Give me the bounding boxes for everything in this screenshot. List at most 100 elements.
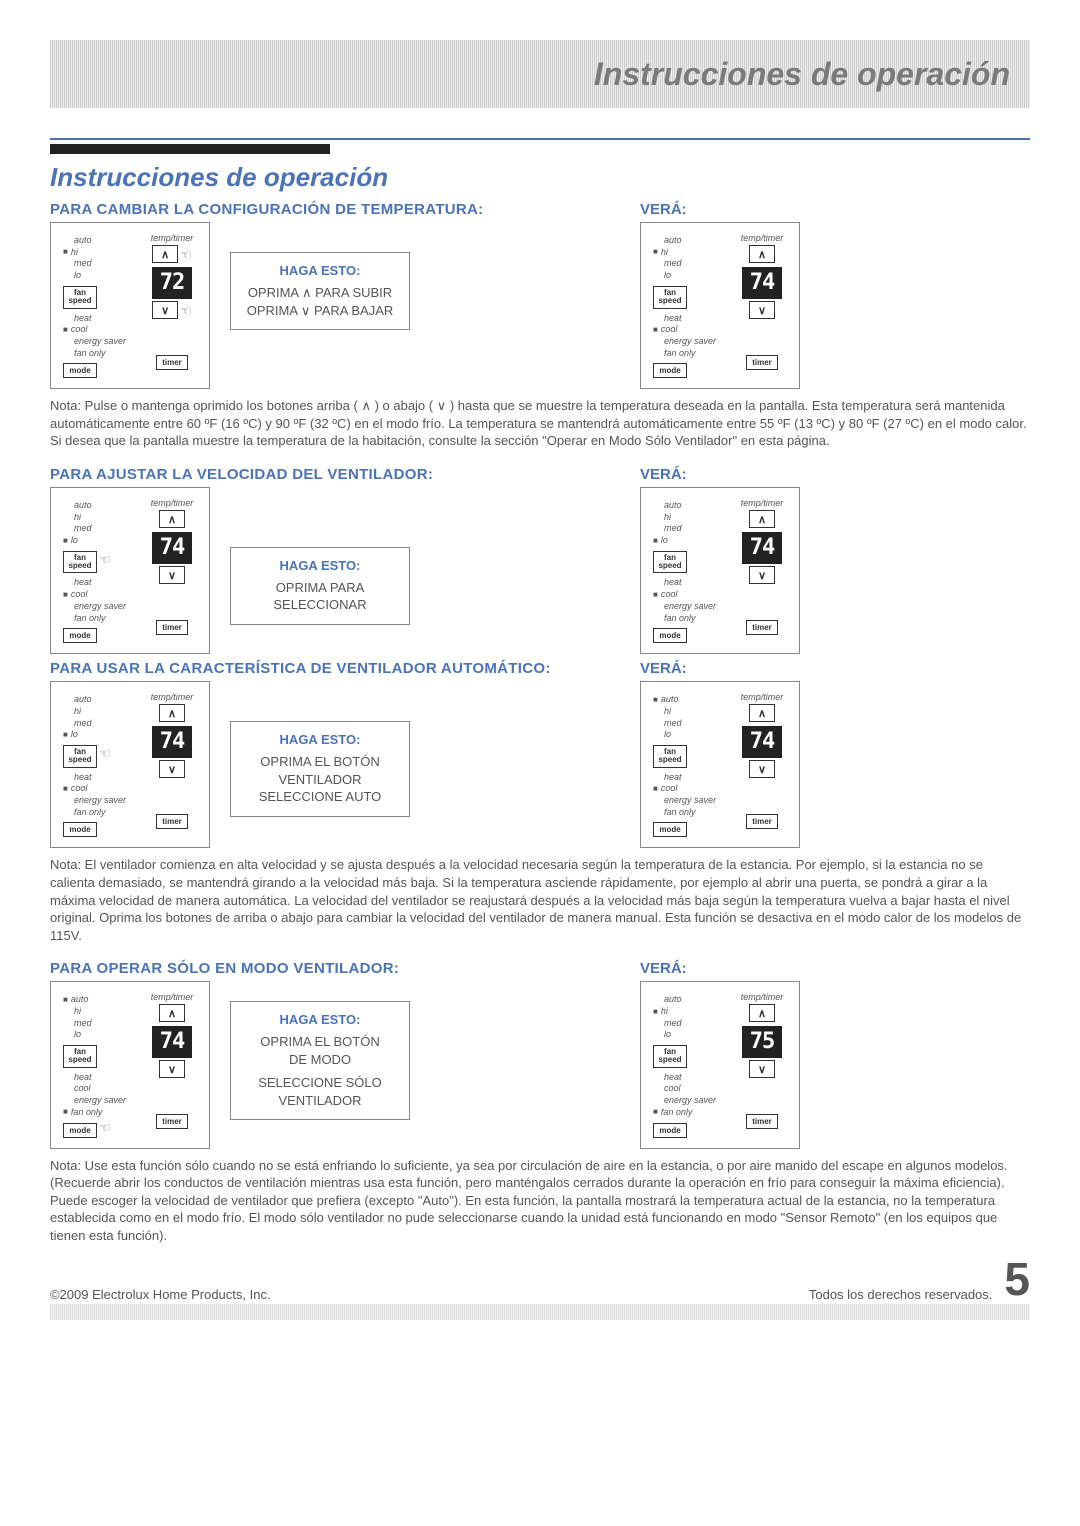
timer-button[interactable]: timer — [746, 1114, 778, 1129]
control-panel-temp-left: auto■himedlo fanspeed heat■coolenergy sa… — [50, 222, 210, 389]
temp-display: 74 — [152, 1026, 192, 1058]
callout-line: OPRIMA EL BOTÓN — [245, 753, 395, 771]
header-band: Instrucciones de operación — [50, 40, 1030, 108]
control-panel-fanonly-left: ■autohimedlo fanspeed heatcoolenergy sav… — [50, 981, 210, 1148]
section-heading-fanspeed: PARA AJUSTAR LA VELOCIDAD DEL VENTILADOR… — [50, 466, 590, 483]
mode-button[interactable]: mode — [63, 363, 97, 378]
timer-button[interactable]: timer — [746, 814, 778, 829]
section-heading-temp: PARA CAMBIAR LA CONFIGURACIÓN DE TEMPERA… — [50, 201, 590, 218]
mode-button[interactable]: mode — [63, 822, 97, 837]
temp-display: 74 — [152, 532, 192, 564]
fan-speed-button[interactable]: fanspeed — [653, 551, 687, 574]
note-temp: Nota: Pulse o mantenga oprimido los boto… — [50, 397, 1030, 450]
up-button[interactable]: ∧ — [749, 510, 775, 528]
hand-icon: ☜ — [99, 1120, 111, 1136]
up-button[interactable]: ∧ — [159, 704, 185, 722]
hand-icon: ☜ — [99, 746, 111, 762]
control-panel-fanspeed-right: autohimed■lo fanspeed heat■coolenergy sa… — [640, 487, 800, 654]
main-title: Instrucciones de operación — [50, 162, 1030, 193]
fan-speed-button[interactable]: fanspeed — [653, 286, 687, 309]
timer-button[interactable]: timer — [156, 814, 188, 829]
mode-button[interactable]: mode — [653, 1123, 687, 1138]
black-bar — [50, 144, 330, 154]
callout-line: OPRIMA PARA — [245, 579, 395, 597]
mode-button[interactable]: mode — [63, 1123, 97, 1138]
header-title: Instrucciones de operación — [594, 56, 1010, 93]
callout-title: HAGA ESTO: — [245, 558, 395, 573]
vera-label: VERÁ: — [640, 960, 1030, 977]
callout-line: VENTILADOR — [245, 771, 395, 789]
control-panel-fanonly-right: auto■himedlo fanspeed heatcoolenergy sav… — [640, 981, 800, 1148]
footer-copyright: ©2009 Electrolux Home Products, Inc. — [50, 1287, 271, 1302]
temp-timer-label: temp/timer — [147, 992, 197, 1002]
temp-timer-label: temp/timer — [147, 498, 197, 508]
down-button[interactable]: ∨ — [152, 301, 178, 319]
up-button[interactable]: ∧ — [749, 1004, 775, 1022]
control-panel-autofan-right: ■autohimedlo fanspeed heat■coolenergy sa… — [640, 681, 800, 848]
mode-button[interactable]: mode — [653, 628, 687, 643]
callout-title: HAGA ESTO: — [245, 1012, 395, 1027]
callout-line: SELECCIONE AUTO — [245, 788, 395, 806]
footer-band — [50, 1304, 1030, 1320]
hand-icon: ☜ — [99, 552, 111, 568]
temp-timer-label: temp/timer — [147, 692, 197, 702]
up-button[interactable]: ∧ — [749, 245, 775, 263]
note-autofan: Nota: El ventilador comienza en alta vel… — [50, 856, 1030, 944]
temp-display: 74 — [742, 267, 782, 299]
temp-timer-label: temp/timer — [147, 233, 197, 243]
down-button[interactable]: ∨ — [159, 1060, 185, 1078]
up-button[interactable]: ∧ — [152, 245, 178, 263]
fan-speed-button[interactable]: fanspeed — [63, 745, 97, 768]
timer-button[interactable]: timer — [156, 1114, 188, 1129]
callout-temp: HAGA ESTO: OPRIMA ∧ PARA SUBIR OPRIMA ∨ … — [230, 252, 410, 330]
callout-line: SELECCIONE SÓLO — [245, 1074, 395, 1092]
up-button[interactable]: ∧ — [749, 704, 775, 722]
section-heading-fanonly: PARA OPERAR SÓLO EN MODO VENTILADOR: — [50, 960, 590, 977]
blue-rule — [50, 138, 1030, 140]
vera-label: VERÁ: — [640, 201, 1030, 218]
temp-timer-label: temp/timer — [737, 233, 787, 243]
fan-speed-button[interactable]: fanspeed — [653, 1045, 687, 1068]
footer-rights: Todos los derechos reservados. — [809, 1287, 993, 1302]
callout-line: VENTILADOR — [245, 1092, 395, 1110]
footer: ©2009 Electrolux Home Products, Inc. Tod… — [50, 1256, 1030, 1302]
control-panel-fanspeed-left: autohimed■lo fanspeed☜ heat■coolenergy s… — [50, 487, 210, 654]
callout-autofan: HAGA ESTO: OPRIMA EL BOTÓN VENTILADOR SE… — [230, 721, 410, 817]
fan-speed-button[interactable]: fanspeed — [63, 1045, 97, 1068]
timer-button[interactable]: timer — [746, 620, 778, 635]
note-fanonly: Nota: Use esta función sólo cuando no se… — [50, 1157, 1030, 1245]
control-panel-temp-right: auto■himedlo fanspeed heat■coolenergy sa… — [640, 222, 800, 389]
temp-display: 74 — [742, 726, 782, 758]
down-button[interactable]: ∨ — [159, 760, 185, 778]
down-button[interactable]: ∨ — [749, 566, 775, 584]
timer-button[interactable]: timer — [156, 355, 188, 370]
timer-button[interactable]: timer — [156, 620, 188, 635]
callout-title: HAGA ESTO: — [245, 732, 395, 747]
timer-button[interactable]: timer — [746, 355, 778, 370]
page-number: 5 — [1004, 1256, 1030, 1302]
mode-button[interactable]: mode — [653, 363, 687, 378]
temp-timer-label: temp/timer — [737, 498, 787, 508]
down-button[interactable]: ∨ — [749, 301, 775, 319]
down-button[interactable]: ∨ — [159, 566, 185, 584]
up-button[interactable]: ∧ — [159, 510, 185, 528]
control-panel-autofan-left: autohimed■lo fanspeed☜ heat■coolenergy s… — [50, 681, 210, 848]
temp-display: 74 — [152, 726, 192, 758]
vera-label: VERÁ: — [640, 466, 1030, 483]
down-button[interactable]: ∨ — [749, 760, 775, 778]
down-button[interactable]: ∨ — [749, 1060, 775, 1078]
mode-button[interactable]: mode — [653, 822, 687, 837]
fan-speed-button[interactable]: fanspeed — [653, 745, 687, 768]
callout-line: OPRIMA ∨ PARA BAJAR — [245, 302, 395, 320]
callout-fanspeed: HAGA ESTO: OPRIMA PARA SELECCIONAR — [230, 547, 410, 625]
temp-timer-label: temp/timer — [737, 692, 787, 702]
fan-speed-button[interactable]: fanspeed — [63, 551, 97, 574]
mode-button[interactable]: mode — [63, 628, 97, 643]
vera-label: VERÁ: — [640, 660, 1030, 677]
temp-timer-label: temp/timer — [737, 992, 787, 1002]
hand-icon: ☜ — [180, 247, 192, 263]
fan-speed-button[interactable]: fanspeed — [63, 286, 97, 309]
callout-line: OPRIMA ∧ PARA SUBIR — [245, 284, 395, 302]
callout-fanonly: HAGA ESTO: OPRIMA EL BOTÓN DE MODO SELEC… — [230, 1001, 410, 1120]
up-button[interactable]: ∧ — [159, 1004, 185, 1022]
